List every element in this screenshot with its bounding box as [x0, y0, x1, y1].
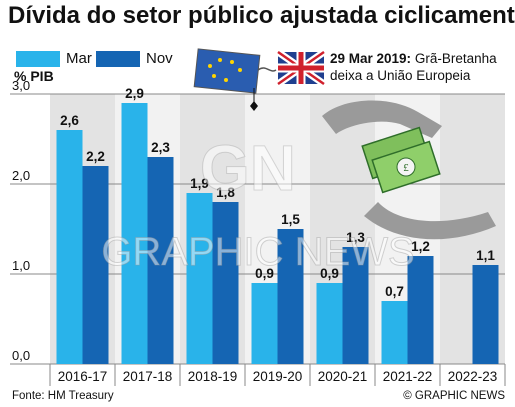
legend-swatch-mar — [16, 51, 60, 67]
bar-nov — [342, 247, 369, 364]
data-label-mar: 1,9 — [190, 176, 209, 191]
y-tick-label: 2,0 — [12, 168, 30, 183]
bars-layer — [56, 103, 499, 364]
y-tick-label: 0,0 — [12, 348, 30, 363]
credit-note: © GRAPHIC NEWS — [403, 390, 505, 402]
x-tick-label: 2016-17 — [58, 369, 108, 384]
bar-nov — [212, 202, 239, 364]
bar-mar — [56, 130, 83, 364]
x-tick-label: 2018-19 — [188, 369, 238, 384]
legend-label-mar: Mar — [66, 50, 92, 67]
hand-icon — [322, 100, 496, 240]
event-marker-icon — [250, 88, 258, 111]
eu-flag-icon — [193, 48, 277, 94]
source-note: Fonte: HM Treasury — [12, 390, 114, 402]
x-tick-label: 2022-23 — [448, 369, 498, 384]
bar-nov — [472, 265, 499, 364]
bar-mar — [316, 283, 343, 364]
y-tick-label: 3,0 — [12, 78, 30, 93]
legend-swatch-nov — [96, 51, 140, 67]
bar-mar — [381, 301, 408, 364]
data-label-mar: 0,9 — [320, 266, 339, 281]
y-tick-label: 1,0 — [12, 258, 30, 273]
x-tick-label: 2021-22 — [383, 369, 433, 384]
annotation-date: 29 Mar 2019: — [330, 51, 412, 66]
data-label-nov: 2,3 — [151, 140, 170, 155]
svg-text:£: £ — [403, 162, 409, 174]
bar-nov — [147, 157, 174, 364]
data-label-nov: 1,5 — [281, 212, 300, 227]
data-label-mar: 2,6 — [60, 113, 79, 128]
bar-mar — [186, 193, 213, 364]
union-jack-icon — [276, 49, 326, 87]
bar-nov — [407, 256, 434, 364]
banknote-icon: £ — [361, 126, 441, 194]
brexit-annotation: 29 Mar 2019: Grã-Bretanha deixa a União … — [330, 50, 497, 84]
bar-nov — [277, 229, 304, 364]
axis-layer: 0,0 1,0 2,0 3,0 2016-17 2017-18 2018-19 2019-20… — [12, 78, 506, 386]
bar-nov — [82, 166, 109, 364]
x-tick-label: 2017-18 — [123, 369, 173, 384]
data-label-nov: 1,1 — [476, 248, 495, 263]
y-axis-unit-label: % PIB — [14, 68, 54, 84]
x-tick-label: 2019-20 — [253, 369, 303, 384]
data-label-nov: 1,3 — [346, 230, 365, 245]
bar-mar — [121, 103, 148, 364]
chart-title: Dívida do setor público ajustada ciclica… — [8, 2, 515, 29]
labels-layer: 2,6 2,9 1,9 0,9 0,9 0,7 2,2 2,3 1,8 1,5 1,3 1,2 1,1 — [60, 86, 495, 299]
data-label-nov: 1,8 — [216, 185, 235, 200]
x-tick-label: 2020-21 — [318, 369, 368, 384]
data-label-mar: 2,9 — [125, 86, 144, 101]
annotation-line2: deixa a União Europeia — [330, 68, 471, 83]
annotation-line1: Grã-Bretanha — [414, 51, 497, 66]
legend-label-nov: Nov — [146, 50, 173, 67]
data-label-mar: 0,7 — [385, 284, 404, 299]
data-label-nov: 1,2 — [411, 239, 430, 254]
bar-mar — [251, 283, 278, 364]
data-label-nov: 2,2 — [86, 149, 105, 164]
data-label-mar: 0,9 — [255, 266, 274, 281]
